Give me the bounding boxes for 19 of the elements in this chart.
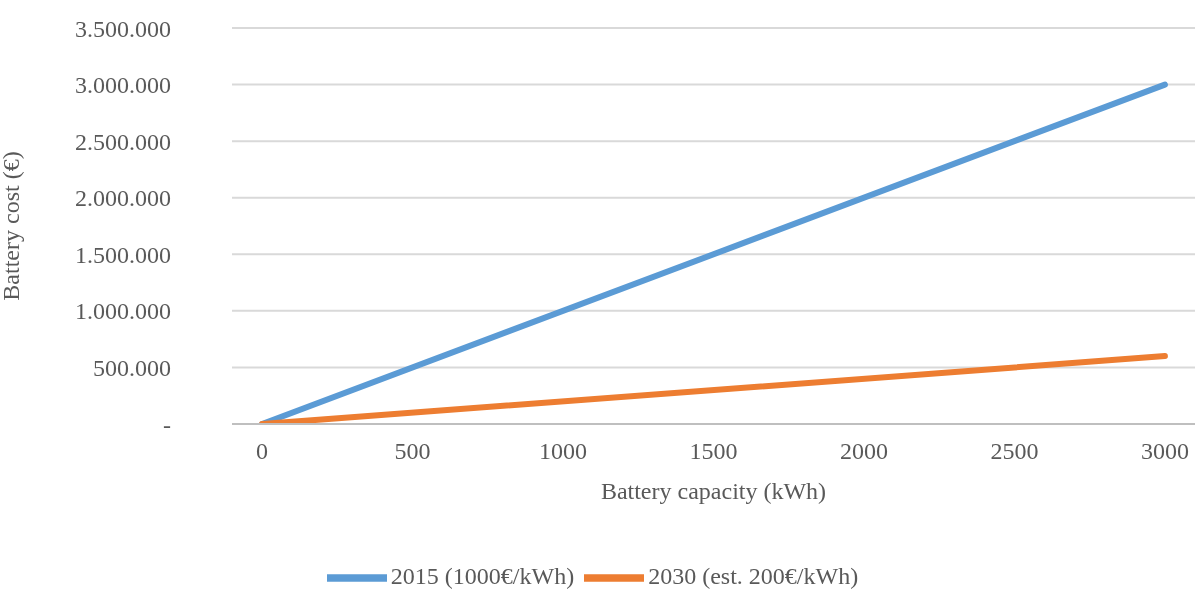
y-tick-label: 1.000.000	[75, 298, 171, 325]
x-tick-label: 3000	[1140, 438, 1189, 465]
x-tick-label: 500	[394, 438, 431, 465]
y-tick-label: 3.000.000	[75, 72, 171, 99]
x-tick-label: 2000	[839, 438, 888, 465]
legend-label: 2030 (est. 200€/kWh)	[648, 562, 859, 589]
y-tick-label: 500.000	[93, 354, 171, 381]
x-axis-title: Battery capacity (kWh)	[600, 478, 827, 505]
x-tick-label: 2500	[990, 438, 1039, 465]
x-tick-label: 0	[256, 438, 269, 465]
y-tick-label: 2.500.000	[75, 128, 171, 155]
y-tick-label: 2.000.000	[75, 185, 171, 212]
y-tick-label: 1.500.000	[75, 241, 171, 268]
y-tick-label: -	[163, 411, 171, 438]
x-tick-label: 1500	[689, 438, 738, 465]
y-tick-label: 3.500.000	[75, 15, 171, 42]
x-tick-label: 1000	[539, 438, 588, 465]
legend-label: 2015 (1000€/kWh)	[390, 562, 575, 589]
y-axis-title: Battery cost (€)	[0, 151, 24, 301]
